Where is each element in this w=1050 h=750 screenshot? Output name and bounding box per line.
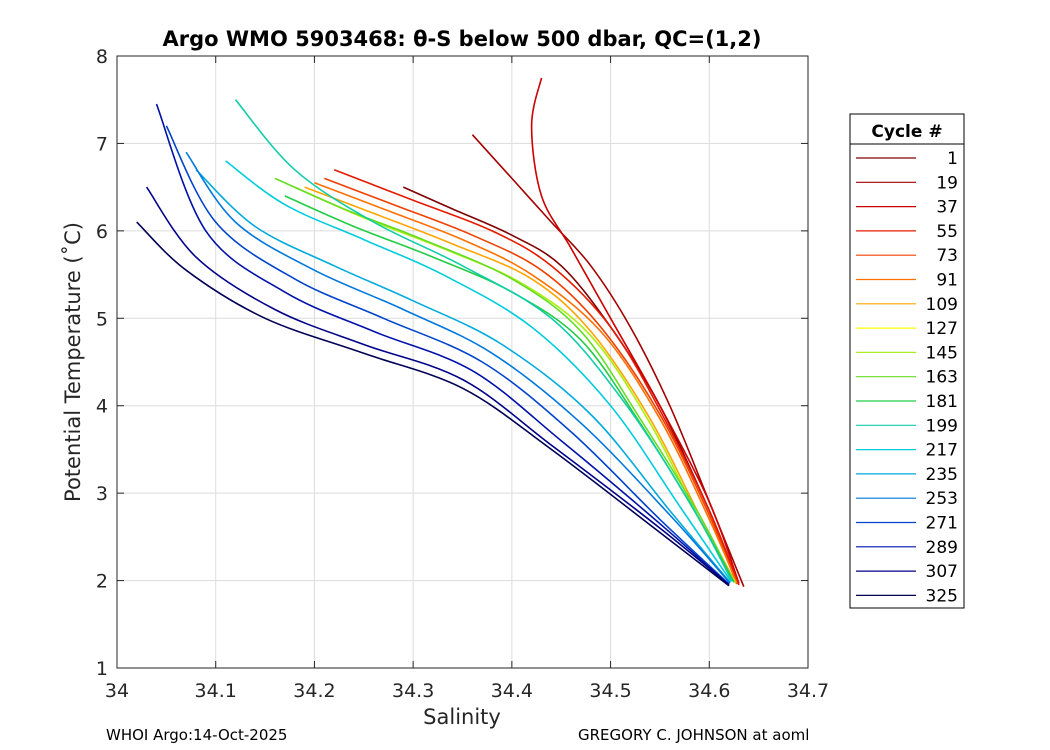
y-tick-label: 3	[96, 483, 108, 505]
legend-label-127: 127	[926, 319, 958, 339]
series-line-cycle-253	[185, 151, 731, 584]
series-line-cycle-289	[155, 103, 730, 586]
legend-label-19: 19	[936, 173, 958, 193]
series-line-cycle-235	[195, 169, 731, 583]
x-tick-label: 34.5	[589, 680, 631, 702]
legend-label-145: 145	[926, 343, 958, 363]
series-line-cycle-307	[145, 186, 730, 586]
series-line-cycle-271	[165, 125, 730, 585]
legend-label-37: 37	[936, 198, 958, 218]
chart-title: Argo WMO 5903468: θ-S below 500 dbar, QC…	[163, 27, 762, 51]
footer-right: GREGORY C. JOHNSON at aoml	[578, 726, 810, 744]
x-tick-label: 34.4	[491, 680, 533, 702]
y-tick-label: 8	[96, 46, 108, 68]
legend-label-235: 235	[926, 465, 958, 485]
series-line-cycle-73	[324, 177, 738, 585]
legend-label-1: 1	[947, 149, 958, 169]
legend: Cycle # 1 19 37 55 73 91 109 127 145 163 181 199 217…	[849, 113, 965, 609]
legend-label-289: 289	[926, 538, 958, 558]
x-axis-label: Salinity	[423, 705, 501, 729]
series-line-cycle-181	[284, 195, 735, 583]
series-line-cycle-325	[136, 221, 730, 587]
plot-frame	[116, 55, 809, 669]
x-tick-label: 34	[105, 680, 129, 702]
y-tick-label: 5	[96, 308, 108, 330]
series-line-cycle-127	[304, 190, 736, 583]
series-line-cycle-199	[234, 99, 733, 582]
series-layer	[136, 77, 745, 587]
legend-label-181: 181	[926, 392, 958, 412]
legend-title: Cycle #	[871, 122, 942, 142]
x-tick-label: 34.3	[392, 680, 434, 702]
y-tick-label: 6	[96, 221, 108, 243]
series-line-cycle-19	[471, 134, 745, 587]
y-tick-label: 7	[96, 133, 108, 155]
series-line-cycle-37	[530, 77, 740, 584]
y-axis-label: Potential Temperature (˚C)	[61, 222, 85, 502]
x-tick-label: 34.1	[195, 680, 237, 702]
footer-left: WHOI Argo:14-Oct-2025	[106, 726, 288, 744]
legend-label-109: 109	[926, 295, 958, 315]
y-tick-label: 1	[96, 658, 108, 680]
legend-label-73: 73	[936, 246, 958, 266]
legend-label-271: 271	[926, 514, 958, 534]
legend-label-199: 199	[926, 416, 958, 436]
legend-label-163: 163	[926, 368, 958, 388]
legend-label-325: 325	[926, 586, 958, 606]
legend-box	[849, 113, 965, 609]
legend-label-253: 253	[926, 489, 958, 509]
series-line-cycle-217	[225, 160, 732, 582]
series-line-cycle-163	[274, 177, 735, 583]
grid	[116, 55, 809, 669]
x-tick-label: 34.6	[688, 680, 730, 702]
x-tick-label: 34.7	[787, 680, 829, 702]
series-line-cycle-91	[314, 182, 738, 584]
x-tick-label: 34.2	[293, 680, 335, 702]
series-line-cycle-109	[304, 186, 737, 584]
legend-label-307: 307	[926, 562, 958, 582]
legend-label-55: 55	[936, 222, 958, 242]
y-tick-label: 4	[96, 396, 108, 418]
legend-label-91: 91	[936, 271, 958, 291]
series-line-cycle-55	[333, 168, 740, 586]
y-tick-label: 2	[96, 571, 108, 593]
legend-label-217: 217	[926, 441, 958, 461]
